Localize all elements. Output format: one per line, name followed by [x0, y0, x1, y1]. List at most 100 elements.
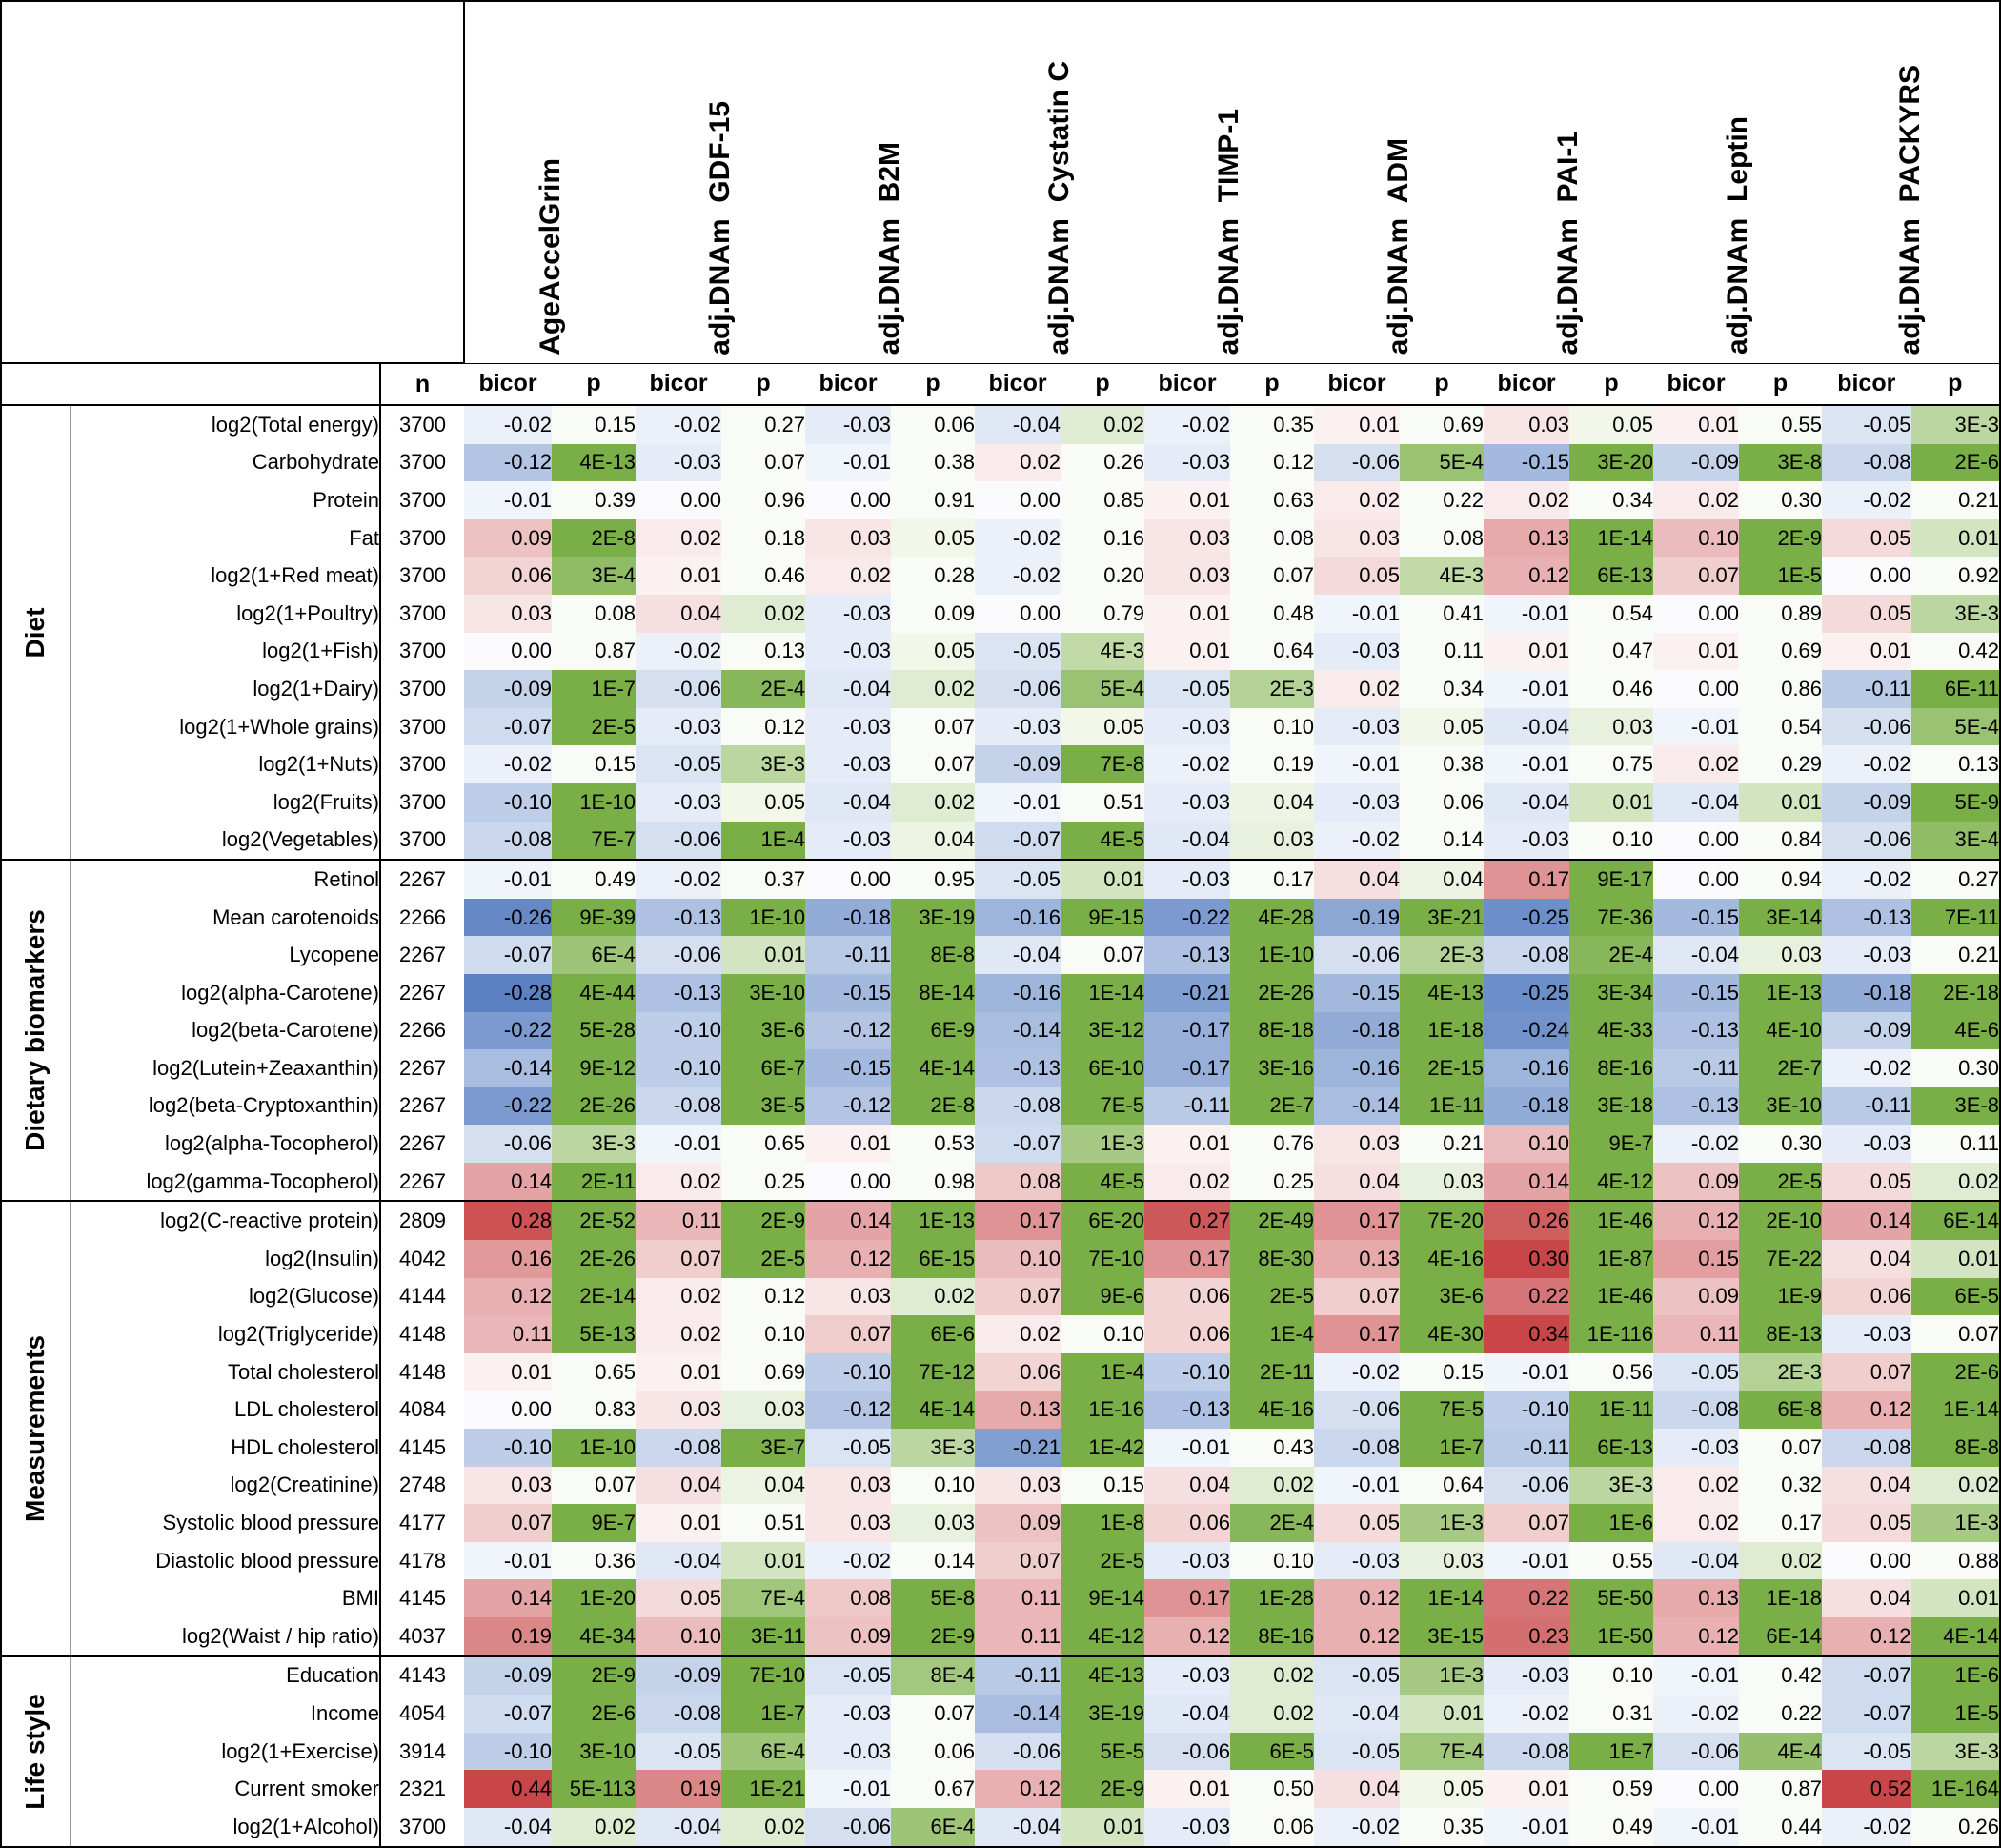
row-label: Retinol [313, 866, 379, 891]
table-row: Mean carotenoids 2266 -0.26 9E-39 -0.13 1E-10… [1, 898, 2001, 937]
bicor-cell: -0.06 [636, 670, 722, 708]
bicor-cell: -0.03 [805, 1695, 892, 1733]
p-cell: 0.94 [1739, 860, 1823, 899]
p-cell: 3E-11 [721, 1617, 806, 1657]
bicor-cell: -0.21 [975, 1429, 1061, 1467]
bicor-cell: 0.10 [1653, 518, 1740, 558]
p-cell: 0.04 [1400, 860, 1485, 899]
bicor-cell: -0.02 [1653, 1695, 1740, 1733]
metric-header: adj.DNAm ADM [1314, 0, 1485, 363]
table-row: log2(beta-Cryptoxanthin) 2267 -0.22 2E-26 -0… [1, 1086, 2001, 1126]
p-cell: 0.35 [1400, 1807, 1485, 1848]
n-value: 3700 [378, 594, 465, 633]
n-value: 3700 [378, 821, 465, 862]
p-cell: 0.05 [891, 518, 976, 558]
p-cell: 0.29 [1739, 745, 1823, 783]
p-cell: 4E-14 [1910, 1617, 2001, 1657]
bicor-cell: 0.00 [1822, 557, 1911, 595]
p-cell: 0.12 [1230, 443, 1315, 482]
p-cell: 4E-4 [1739, 1732, 1823, 1771]
p-cell: 0.83 [552, 1391, 637, 1430]
bicor-cell: 0.02 [1653, 481, 1740, 519]
bicor-header: bicor [805, 362, 892, 406]
bicor-cell: -0.05 [636, 1732, 722, 1771]
bicor-cell: -0.08 [636, 1086, 722, 1126]
n-value: 3700 [378, 481, 465, 519]
p-cell: 0.15 [1400, 1352, 1485, 1391]
bicor-cell: -0.14 [1314, 1086, 1401, 1126]
p-cell: 0.65 [552, 1352, 637, 1391]
p-cell: 3E-3 [721, 745, 806, 783]
bicor-cell: -0.08 [975, 1086, 1061, 1126]
bicor-cell: 0.02 [1314, 670, 1401, 708]
p-cell: 1E-13 [891, 1201, 976, 1241]
bicor-cell: 0.12 [1822, 1617, 1911, 1657]
p-cell: 4E-13 [1400, 973, 1485, 1012]
p-cell: 2E-9 [1739, 518, 1823, 558]
bicor-cell: 0.00 [805, 481, 892, 519]
bicor-cell: 0.00 [1822, 1541, 1911, 1580]
bicor-cell: 0.12 [975, 1770, 1061, 1808]
p-cell: 0.92 [1910, 557, 2001, 595]
bicor-cell: -0.05 [1314, 1732, 1401, 1771]
p-cell: 1E-14 [1569, 518, 1654, 558]
row-label: log2(alpha-Tocopherol) [164, 1131, 379, 1156]
bicor-cell: 0.04 [1314, 1162, 1401, 1203]
p-cell: 1E-6 [1569, 1504, 1654, 1542]
p-cell: 6E-4 [891, 1807, 976, 1848]
bicor-cell: 0.04 [1144, 1466, 1231, 1505]
table-row: Total cholesterol 4148 0.01 0.65 0.01 0.69 -0.… [1, 1352, 2001, 1391]
bicor-cell: 0.03 [805, 1277, 892, 1316]
table-row: log2(Fruits) 3700 -0.10 1E-10 -0.03 0.05 -0.04… [1, 782, 2001, 822]
p-cell: 0.02 [552, 1807, 637, 1848]
metric-header-label: adj.DNAm Cystatin C [1043, 61, 1076, 355]
p-cell: 1E-46 [1569, 1201, 1654, 1241]
p-cell: 0.28 [891, 557, 976, 595]
row-label: log2(gamma-Tocopherol) [70, 1162, 380, 1203]
p-cell: 0.87 [552, 632, 637, 671]
bicor-cell: 0.06 [1144, 1277, 1231, 1316]
p-cell: 0.48 [1230, 594, 1315, 633]
bicor-cell: -0.02 [1822, 745, 1911, 783]
p-cell: 0.07 [891, 1695, 976, 1733]
bicor-cell: -0.28 [464, 973, 553, 1012]
bicor-cell: -0.09 [1822, 1011, 1911, 1050]
bicor-cell: -0.03 [805, 821, 892, 862]
p-cell: 0.11 [1400, 632, 1485, 671]
p-cell: 0.02 [891, 782, 976, 822]
n-header: n [378, 362, 465, 406]
group-label-cell: Dietary biomarkers [0, 860, 71, 1203]
row-label: log2(1+Red meat) [211, 563, 379, 588]
bicor-cell: -0.22 [464, 1086, 553, 1126]
row-label: log2(1+Dairy) [253, 676, 379, 701]
bicor-cell: 0.02 [636, 1162, 722, 1203]
n-value: 4178 [378, 1541, 465, 1580]
bicor-cell: 0.12 [1484, 557, 1570, 595]
p-cell: 2E-14 [552, 1277, 637, 1316]
p-cell: 0.15 [1061, 1466, 1145, 1505]
bicor-header: bicor [1144, 362, 1231, 406]
metric-header: adj.DNAm PAI-1 [1484, 0, 1654, 363]
row-label: log2(1+Alcohol) [70, 1807, 380, 1848]
p-cell: 0.05 [721, 782, 806, 822]
p-header: p [552, 362, 637, 406]
row-label: log2(1+Fish) [262, 639, 379, 663]
p-cell: 1E-10 [1230, 936, 1315, 974]
bicor-cell: -0.02 [636, 405, 722, 444]
metric-header-label: adj.DNAm TIMP-1 [1213, 109, 1245, 355]
p-cell: 0.96 [721, 481, 806, 519]
p-cell: 5E-9 [1910, 782, 2001, 822]
bicor-cell: 0.23 [1484, 1617, 1570, 1657]
p-cell: 1E-16 [1061, 1391, 1145, 1430]
p-cell: 9E-6 [1061, 1277, 1145, 1316]
table-row: log2(Insulin) 4042 0.16 2E-26 0.07 2E-5 0.12 6E… [1, 1240, 2001, 1278]
bicor-cell: 0.00 [975, 481, 1061, 519]
bicor-cell: -0.10 [805, 1352, 892, 1391]
bicor-cell: 0.01 [1653, 405, 1740, 444]
n-value: 2321 [378, 1770, 465, 1808]
bicor-cell: -0.11 [975, 1655, 1061, 1696]
row-label: log2(alpha-Carotene) [181, 980, 379, 1005]
bicor-cell: 0.06 [464, 557, 553, 595]
bicor-cell: 0.17 [1144, 1579, 1231, 1617]
bicor-cell: 0.02 [1653, 1504, 1740, 1542]
